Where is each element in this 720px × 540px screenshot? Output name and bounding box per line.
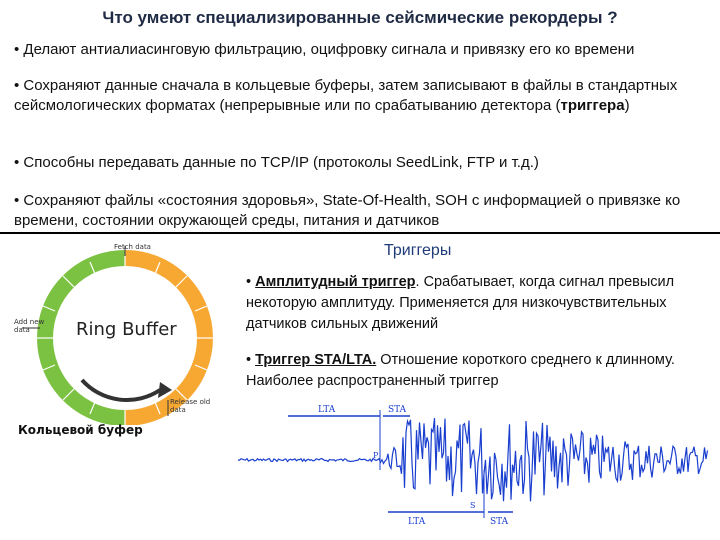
section-divider — [0, 232, 720, 234]
bullet-ring-buffers-end: ) — [624, 97, 630, 114]
fetch-data-label: Fetch data — [114, 243, 151, 251]
add-data-label: Add new data — [14, 318, 45, 334]
amplitude-trigger-bullet: • Амплитудный триггер. Срабатывает, когд… — [246, 274, 675, 332]
sta-bottom-label: STA — [490, 517, 509, 527]
sta-lta-trigger-text: Отношение короткого среднего к длинному.… — [246, 352, 675, 389]
ring-arrow-head — [158, 382, 172, 398]
seismic-trace — [238, 418, 709, 502]
ring-buffer-label: Ring Buffer — [76, 319, 177, 340]
s-label: S — [470, 501, 475, 510]
ring-buffer-diagram — [22, 246, 213, 425]
bullet-ring-buffers: • Сохраняют данные сначала в кольцевые б… — [14, 76, 710, 116]
lta-top-label: LTA — [318, 405, 336, 415]
sta-lta-trigger-bullet: • Триггер STA/LTA. Отношение короткого с… — [246, 352, 675, 389]
release-data-label: Release old data — [170, 398, 211, 414]
p-label: P — [373, 451, 379, 460]
bullet-soh: • Сохраняют файлы «состояния здоровья», … — [14, 192, 681, 229]
bullet-antialiasing: • Делают антиалиасинговую фильтрацию, оц… — [14, 41, 635, 58]
ring-direction-arrow — [80, 378, 162, 403]
amplitude-trigger-text: . Срабатывает, когда сигнал превысил нек… — [246, 274, 675, 332]
slide-title: Что умеют специализированные сейсмически… — [102, 8, 618, 27]
seismogram: LTA STA LTA STA P S — [238, 405, 709, 527]
amplitude-trigger-name: Амплитудный триггер — [255, 274, 416, 290]
bullet-ring-buffers-text: • Сохраняют данные сначала в кольцевые б… — [14, 77, 678, 114]
bullet-tcpip: • Способны передавать данные по TCP/IP (… — [14, 154, 539, 171]
sta-top-label: STA — [388, 405, 407, 415]
trigger-word: триггера — [560, 97, 625, 114]
lta-bottom-label: LTA — [408, 517, 426, 527]
sta-lta-trigger-name: Триггер STA/LTA. — [255, 352, 377, 368]
ring-buffer-caption: Кольцевой буфер — [18, 423, 143, 437]
triggers-heading: Триггеры — [384, 242, 452, 259]
